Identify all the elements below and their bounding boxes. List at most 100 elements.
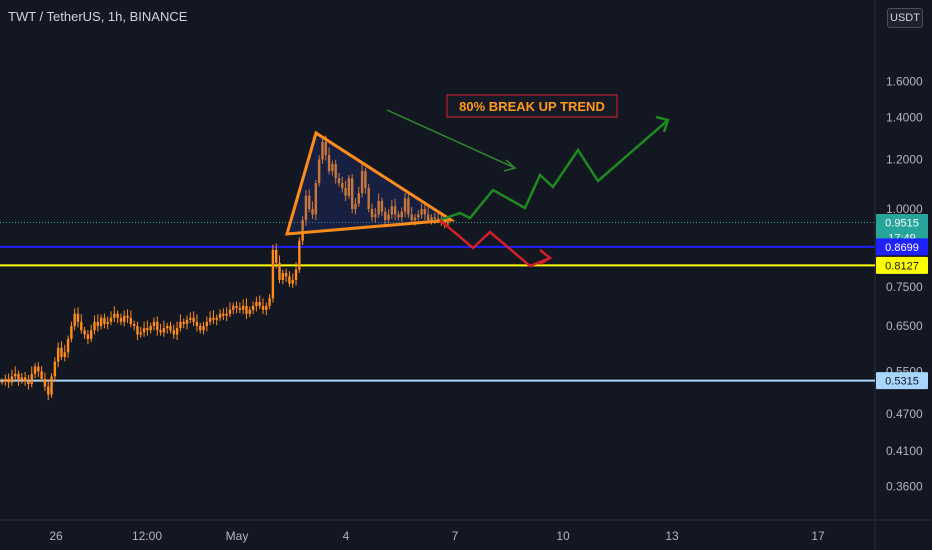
- candle: [14, 366, 17, 381]
- candle: [139, 326, 142, 338]
- candle: [258, 295, 261, 310]
- y-tick-label: 1.2000: [886, 152, 923, 166]
- x-tick-label: May: [226, 529, 249, 543]
- candle: [387, 209, 390, 224]
- candle: [129, 310, 133, 328]
- y-tick-label: 0.6500: [886, 319, 923, 333]
- x-tick-label: 13: [665, 529, 679, 543]
- candle: [195, 314, 199, 332]
- candle: [354, 198, 357, 215]
- candle: [30, 366, 33, 388]
- x-tick-label: 10: [556, 529, 570, 543]
- candle: [380, 197, 384, 217]
- candle: [278, 255, 281, 284]
- candle: [215, 314, 218, 326]
- candle: [288, 271, 291, 287]
- candle: [308, 189, 311, 213]
- candles: [0, 135, 450, 401]
- candle: [10, 369, 14, 386]
- candle: [20, 373, 24, 384]
- candle: [156, 316, 159, 336]
- price-tag-yellow: 0.8127: [876, 256, 928, 274]
- candle: [367, 183, 370, 213]
- candle: [268, 293, 271, 310]
- annotation-text: 80% BREAK UP TREND: [459, 99, 605, 114]
- candle: [337, 172, 341, 187]
- candle: [261, 298, 265, 315]
- candle: [185, 315, 189, 330]
- candle: [410, 206, 413, 225]
- candle: [56, 342, 60, 368]
- currency-badge[interactable]: USDT: [887, 8, 923, 28]
- price-tag-value: 0.9515: [885, 218, 919, 230]
- candle: [149, 322, 152, 334]
- candle: [235, 301, 238, 314]
- price-lines: [0, 222, 875, 382]
- candle: [17, 370, 20, 386]
- candle: [238, 302, 242, 314]
- candle: [66, 335, 70, 358]
- candle: [251, 301, 255, 315]
- candle: [103, 313, 106, 329]
- x-tick-label: 7: [452, 529, 459, 543]
- candle: [106, 316, 109, 330]
- candle: [27, 374, 30, 390]
- candle: [377, 193, 380, 218]
- candle: [119, 313, 123, 326]
- candle: [420, 203, 423, 219]
- candle: [0, 378, 4, 385]
- price-tag-value: 0.8699: [885, 242, 919, 254]
- candle: [162, 320, 166, 337]
- candle: [169, 321, 172, 334]
- candle: [165, 322, 169, 334]
- symbol-title: TWT / TetherUS, 1h, BINANCE: [8, 9, 188, 24]
- candle: [175, 321, 179, 340]
- candle: [86, 330, 90, 345]
- candle: [202, 321, 205, 335]
- candle: [245, 298, 248, 320]
- candle: [364, 167, 367, 194]
- candle: [294, 262, 298, 286]
- triangle-pattern[interactable]: [284, 130, 456, 236]
- candle: [360, 163, 364, 198]
- candle: [271, 244, 275, 303]
- candle: [142, 321, 146, 337]
- candle: [123, 310, 126, 327]
- y-tick-label: 0.3600: [886, 479, 923, 493]
- candle: [304, 190, 308, 226]
- price-tag-lightblue: 0.5315: [876, 372, 928, 390]
- candle: [298, 237, 301, 273]
- candle: [126, 309, 129, 324]
- green-projection-path[interactable]: [439, 115, 670, 222]
- x-tick-label: 12:00: [132, 529, 162, 543]
- red-projection-path[interactable]: [439, 219, 553, 268]
- candle: [7, 373, 10, 388]
- candle: [291, 273, 294, 288]
- price-tag-value: 0.8127: [885, 260, 919, 272]
- candle: [73, 308, 76, 331]
- candle: [179, 314, 182, 332]
- candle: [132, 320, 136, 331]
- y-tick-label: 0.7500: [886, 280, 923, 294]
- y-tick-label: 1.0000: [886, 202, 923, 216]
- candle: [248, 306, 251, 318]
- x-tick-label: 17: [811, 529, 825, 543]
- candle: [334, 159, 337, 184]
- y-axis-ticks: 1.60001.40001.20001.00000.75000.65000.55…: [886, 74, 923, 493]
- candle: [222, 308, 225, 321]
- candle: [374, 208, 377, 223]
- candle: [199, 322, 202, 334]
- break-up-annotation[interactable]: 80% BREAK UP TREND: [446, 94, 618, 118]
- candle: [109, 311, 113, 326]
- candle: [90, 324, 93, 343]
- candle: [189, 312, 192, 324]
- candle: [265, 302, 268, 316]
- y-tick-label: 0.4100: [886, 444, 923, 458]
- candle: [384, 207, 387, 226]
- candle: [255, 296, 258, 312]
- green-trend-arrow[interactable]: [386, 109, 517, 172]
- candle: [113, 306, 116, 323]
